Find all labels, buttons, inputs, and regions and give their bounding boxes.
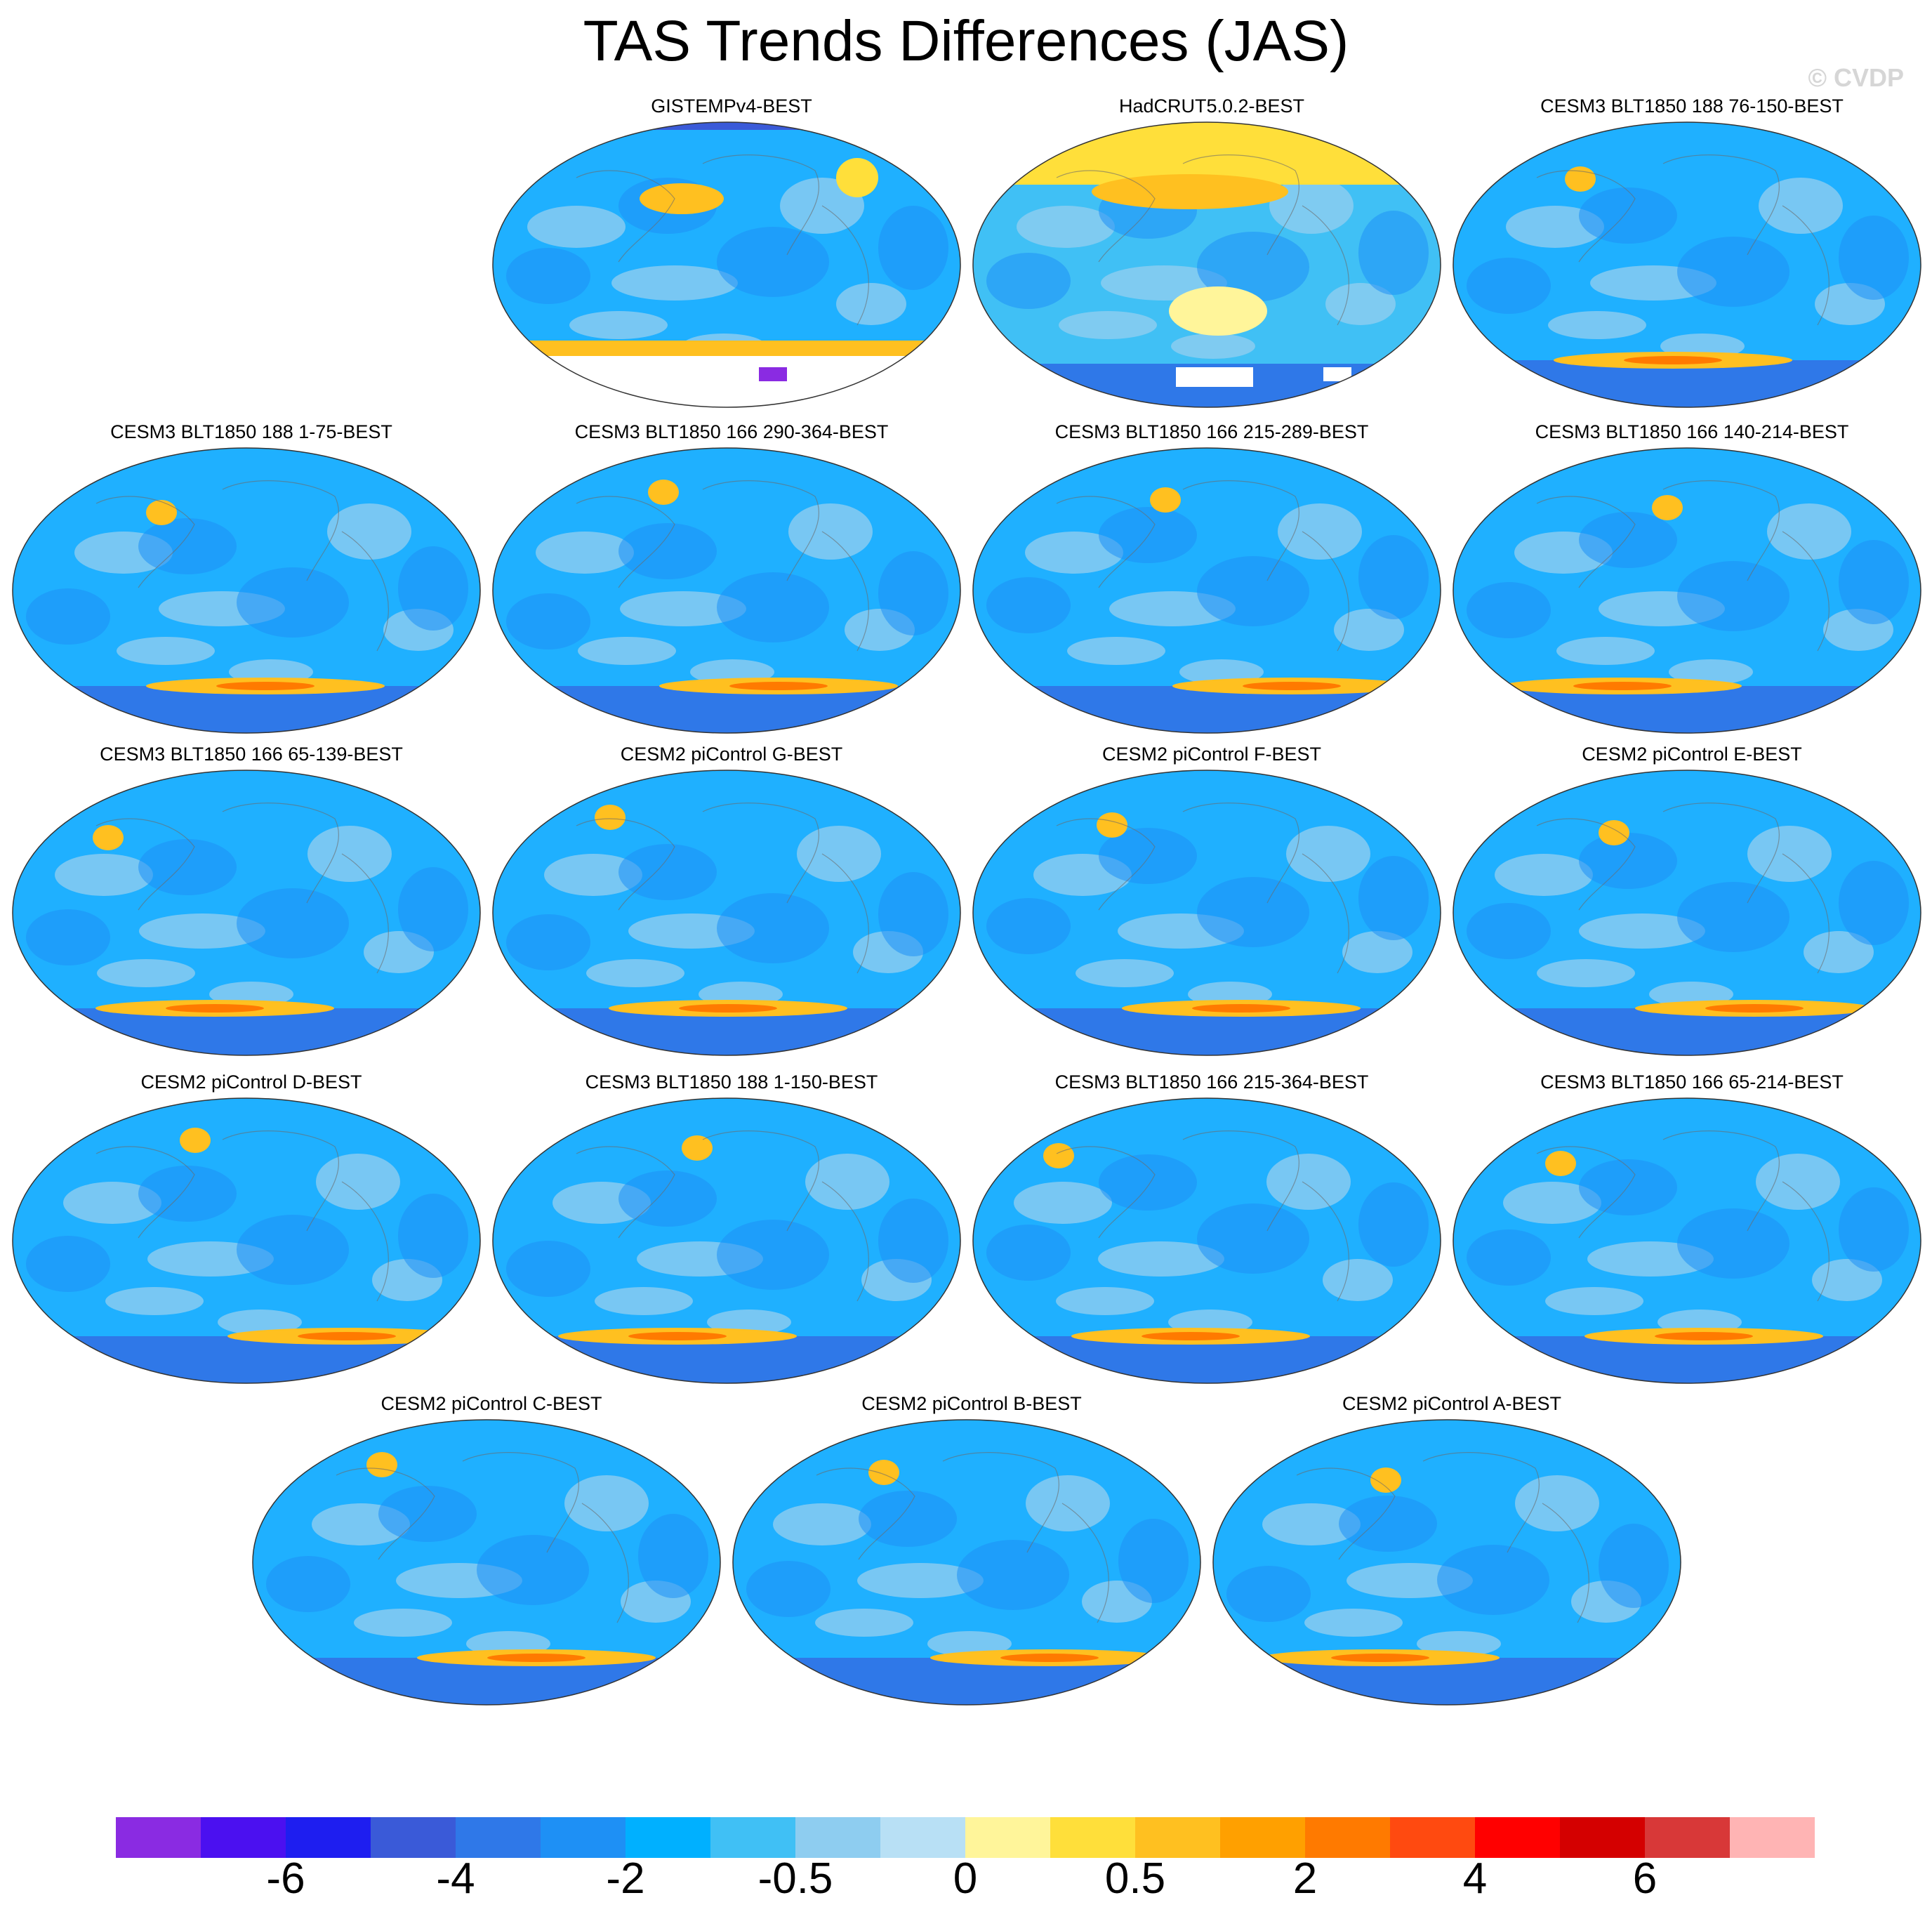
robinson-map: [12, 1097, 481, 1384]
colorbar-swatch: [201, 1817, 286, 1858]
robinson-map: [972, 121, 1441, 408]
map-panel: CESM3 BLT1850 166 215-289-BEST: [972, 421, 1452, 751]
colorbar-swatch: [1475, 1817, 1560, 1858]
panel-title: CESM3 BLT1850 166 65-214-BEST: [1540, 1071, 1844, 1093]
colorbar-swatch: [1220, 1817, 1305, 1858]
robinson-map: [1453, 447, 1921, 734]
panel-title: CESM2 piControl G-BEST: [620, 744, 843, 765]
colorbar-swatch: [1645, 1817, 1730, 1858]
colorbar-tick-label: 0.5: [1104, 1854, 1166, 1903]
colorbar-swatch: [1390, 1817, 1475, 1858]
colorbar-swatch: [965, 1817, 1050, 1858]
robinson-map: [1212, 1419, 1681, 1706]
colorbar-tick-label: 0: [953, 1854, 978, 1903]
colorbar-swatch: [795, 1817, 880, 1858]
panel-title: GISTEMPv4-BEST: [651, 95, 812, 117]
colorbar-swatch: [626, 1817, 710, 1858]
robinson-map: [1453, 1097, 1921, 1384]
map-panel: CESM3 BLT1850 188 1-150-BEST: [491, 1071, 972, 1401]
map-panel: CESM3 BLT1850 166 140-214-BEST: [1452, 421, 1932, 751]
map-panel: CESM2 piControl E-BEST: [1452, 744, 1932, 1074]
panel-title: CESM2 piControl E-BEST: [1582, 744, 1802, 765]
panel-title: CESM3 BLT1850 166 215-289-BEST: [1054, 421, 1369, 442]
figure-title: TAS Trends Differences (JAS): [583, 9, 1349, 73]
map-panel: CESM2 piControl D-BEST: [11, 1071, 491, 1401]
colorbar-swatch: [1050, 1817, 1135, 1858]
robinson-map: [12, 770, 481, 1056]
panel-title: CESM3 BLT1850 166 215-364-BEST: [1054, 1071, 1369, 1093]
map-panel: CESM2 piControl A-BEST: [1212, 1393, 1692, 1723]
map-panel: GISTEMPv4-BEST: [491, 95, 972, 426]
panel-title: CESM3 BLT1850 188 76-150-BEST: [1540, 95, 1844, 117]
panel-title: CESM2 piControl F-BEST: [1101, 744, 1322, 765]
colorbar-swatch: [1135, 1817, 1220, 1858]
colorbar-swatch: [880, 1817, 965, 1858]
robinson-map: [492, 770, 961, 1056]
map-panel: CESM3 BLT1850 166 65-214-BEST: [1452, 1071, 1932, 1401]
colorbar-tick-label: -6: [266, 1854, 305, 1903]
robinson-map: [492, 1097, 961, 1384]
colorbar-swatch: [1560, 1817, 1645, 1858]
colorbar-swatch: [456, 1817, 541, 1858]
map-panel: CESM3 BLT1850 188 76-150-BEST: [1452, 95, 1932, 426]
robinson-map: [972, 770, 1441, 1056]
colorbar-tick-label: -2: [606, 1854, 645, 1903]
panel-title: CESM3 BLT1850 188 1-75-BEST: [110, 421, 392, 442]
colorbar-swatch: [1730, 1817, 1815, 1858]
colorbar-tick-label: 6: [1632, 1854, 1658, 1903]
panel-title: CESM3 BLT1850 166 65-139-BEST: [100, 744, 403, 765]
panel-title: CESM3 BLT1850 188 1-150-BEST: [585, 1071, 878, 1093]
panel-title: CESM3 BLT1850 166 140-214-BEST: [1535, 421, 1849, 442]
map-panel: HadCRUT5.0.2-BEST: [972, 95, 1452, 426]
colorbar-swatch: [116, 1817, 201, 1858]
robinson-map: [492, 447, 961, 734]
colorbar: [116, 1817, 1815, 1858]
panel-title: CESM2 piControl B-BEST: [861, 1393, 1082, 1414]
robinson-map: [972, 447, 1441, 734]
panel-title: HadCRUT5.0.2-BEST: [1118, 95, 1305, 117]
colorbar-swatch: [541, 1817, 626, 1858]
colorbar-swatch: [710, 1817, 795, 1858]
robinson-map: [972, 1097, 1441, 1384]
colorbar-swatch: [1305, 1817, 1390, 1858]
map-panel: CESM2 piControl B-BEST: [732, 1393, 1212, 1723]
robinson-map: [732, 1419, 1201, 1706]
panel-title: CESM2 piControl D-BEST: [140, 1071, 362, 1093]
map-panel: CESM3 BLT1850 166 65-139-BEST: [11, 744, 491, 1074]
panel-title: CESM3 BLT1850 166 290-364-BEST: [574, 421, 889, 442]
map-panel: CESM2 piControl C-BEST: [251, 1393, 732, 1723]
map-panel: CESM3 BLT1850 166 290-364-BEST: [491, 421, 972, 751]
robinson-map: [12, 447, 481, 734]
panel-title: CESM2 piControl C-BEST: [381, 1393, 602, 1414]
colorbar-tick-label: -0.5: [757, 1854, 833, 1903]
colorbar-tick-label: -4: [436, 1854, 475, 1903]
colorbar-swatch: [286, 1817, 371, 1858]
colorbar-tick-label: 2: [1292, 1854, 1318, 1903]
robinson-map: [1453, 121, 1921, 408]
map-panel: CESM3 BLT1850 188 1-75-BEST: [11, 421, 491, 751]
colorbar-tick-label: 4: [1462, 1854, 1488, 1903]
robinson-map: [252, 1419, 721, 1706]
map-panel: CESM2 piControl F-BEST: [972, 744, 1452, 1074]
panel-title: CESM2 piControl A-BEST: [1342, 1393, 1562, 1414]
robinson-map: [1453, 770, 1921, 1056]
map-panel: CESM2 piControl G-BEST: [491, 744, 972, 1074]
colorbar-swatch: [371, 1817, 456, 1858]
cvdp-watermark: © CVDP: [1808, 63, 1904, 92]
map-panel: CESM3 BLT1850 166 215-364-BEST: [972, 1071, 1452, 1401]
robinson-map: [492, 121, 961, 408]
